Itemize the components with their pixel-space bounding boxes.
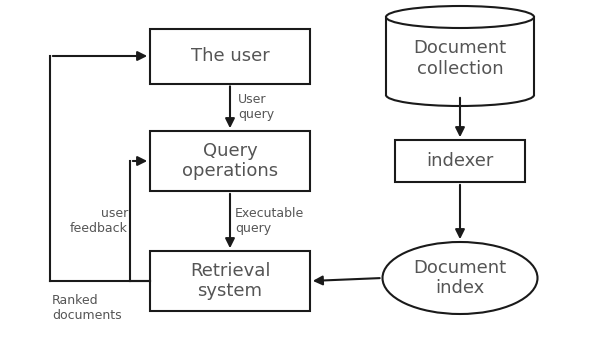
Text: Retrieval
system: Retrieval system bbox=[190, 262, 270, 300]
Text: Ranked
documents: Ranked documents bbox=[52, 294, 122, 322]
Text: user
feedback: user feedback bbox=[70, 207, 128, 235]
Text: The user: The user bbox=[191, 47, 269, 65]
FancyBboxPatch shape bbox=[150, 131, 310, 191]
Text: Executable
query: Executable query bbox=[235, 207, 304, 235]
FancyBboxPatch shape bbox=[150, 251, 310, 311]
Text: indexer: indexer bbox=[427, 152, 494, 170]
FancyBboxPatch shape bbox=[395, 140, 525, 182]
Text: Document
collection: Document collection bbox=[413, 39, 506, 78]
Bar bbox=[386, 17, 534, 95]
Ellipse shape bbox=[383, 242, 538, 314]
Text: Query
operations: Query operations bbox=[182, 142, 278, 180]
Text: Document
index: Document index bbox=[413, 258, 506, 297]
Text: User
query: User query bbox=[238, 93, 274, 121]
FancyBboxPatch shape bbox=[150, 28, 310, 84]
Ellipse shape bbox=[386, 6, 534, 28]
